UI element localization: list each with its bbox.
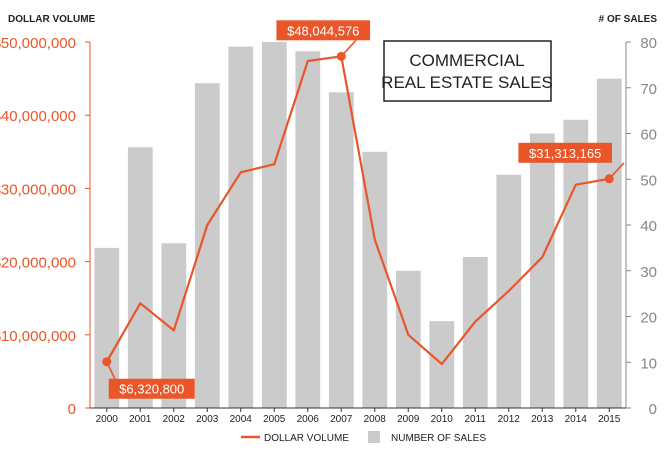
callout-label: $6,320,800: [119, 382, 184, 397]
chart-title-line1: COMMERCIAL: [409, 51, 524, 70]
bar-2013: [529, 133, 555, 408]
chart-title-box: COMMERCIAL REAL ESTATE SALES: [381, 40, 553, 102]
bar-2001: [127, 147, 153, 408]
right-axis: 0 10 20 30 40 50 60 70 80: [625, 35, 657, 418]
callout-label: $31,313,165: [529, 146, 601, 161]
legend-label: DOLLAR VOLUME: [264, 433, 349, 444]
callout-box: [276, 20, 371, 41]
left-tick-label: $50,000,000: [0, 35, 76, 52]
bar-2007: [328, 92, 354, 409]
left-axis: 0 $10,000,000 $20,000,000 $30,000,000 $40,00…: [0, 35, 91, 418]
legend-label: NUMBER OF SALES: [391, 433, 486, 444]
right-tick-label: 70: [640, 81, 657, 98]
x-axis: 2000 2001 2002 2003 2004 2005 2006 2007 2008 2009…: [90, 407, 626, 425]
bar-2006: [295, 51, 321, 408]
x-tick-label: 2014: [565, 414, 588, 425]
left-axis-title: DOLLAR VOLUME: [8, 14, 96, 25]
bar-2014: [563, 119, 589, 409]
bar-2004: [228, 46, 254, 408]
x-tick-label: 2013: [531, 414, 554, 425]
left-tick-label: $20,000,000: [0, 255, 76, 272]
x-tick-label: 2004: [230, 414, 253, 425]
callout-marker: [102, 357, 112, 367]
x-tick-label: 2001: [129, 414, 152, 425]
bar-2009: [395, 270, 421, 409]
x-tick-label: 2010: [431, 414, 454, 425]
bars-layer: [94, 42, 622, 409]
right-tick-label: 40: [640, 218, 657, 235]
right-tick-label: 60: [640, 127, 657, 144]
callout-box: [108, 378, 195, 399]
callouts-layer: $6,320,800 $48,044,576 $31,313,165: [102, 20, 625, 399]
right-tick-label: 80: [640, 35, 657, 52]
callout-label: $48,044,576: [287, 23, 359, 38]
bar-2005: [261, 42, 287, 408]
x-tick-label: 2006: [297, 414, 320, 425]
left-tick-label: $10,000,000: [0, 328, 76, 345]
callout-box: [518, 142, 612, 163]
x-tick-label: 2003: [196, 414, 219, 425]
legend: DOLLAR VOLUME NUMBER OF SALES: [241, 431, 486, 444]
legend-bar-swatch: [368, 431, 380, 443]
right-tick-label: 0: [649, 401, 657, 418]
x-tick-label: 2002: [163, 414, 186, 425]
callout-marker: [604, 174, 614, 184]
chart-title-line2: REAL ESTATE SALES: [381, 73, 553, 92]
x-tick-label: 2008: [364, 414, 387, 425]
x-tick-label: 2005: [263, 414, 286, 425]
x-tick-label: 2007: [330, 414, 353, 425]
x-tick-label: 2009: [397, 414, 420, 425]
x-tick-label: 2012: [498, 414, 521, 425]
right-tick-label: 30: [640, 264, 657, 281]
bar-2015: [596, 78, 622, 408]
right-tick-label: 10: [640, 355, 657, 372]
callout-marker: [336, 51, 346, 61]
right-tick-label: 20: [640, 310, 657, 327]
bar-2003: [194, 83, 220, 408]
x-tick-label: 2011: [464, 414, 486, 425]
right-axis-title: # OF SALES: [599, 14, 658, 25]
x-tick-label: 2015: [598, 414, 621, 425]
x-tick-label: 2000: [96, 414, 119, 425]
dollar-volume-line: [105, 55, 610, 366]
line-layer: [105, 55, 610, 366]
right-tick-label: 50: [640, 172, 657, 189]
left-tick-label: 0: [68, 401, 76, 418]
left-tick-label: $30,000,000: [0, 181, 76, 198]
left-tick-label: $40,000,000: [0, 108, 76, 125]
